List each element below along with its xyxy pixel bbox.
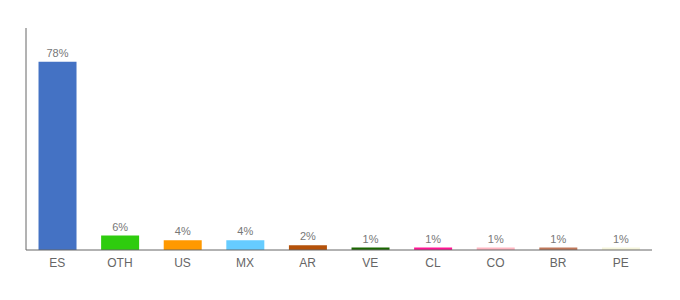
svg-text:4%: 4% (175, 225, 191, 237)
svg-text:1%: 1% (613, 233, 629, 245)
svg-text:BR: BR (550, 256, 567, 270)
svg-text:CL: CL (425, 256, 441, 270)
svg-text:2%: 2% (300, 230, 316, 242)
svg-text:AR: AR (299, 256, 316, 270)
svg-text:6%: 6% (112, 221, 128, 233)
svg-text:1%: 1% (425, 233, 441, 245)
svg-text:1%: 1% (363, 233, 379, 245)
svg-text:MX: MX (236, 256, 254, 270)
svg-text:4%: 4% (237, 225, 253, 237)
svg-text:CO: CO (487, 256, 505, 270)
svg-text:OTH: OTH (107, 256, 132, 270)
svg-text:1%: 1% (550, 233, 566, 245)
svg-text:US: US (174, 256, 191, 270)
svg-text:VE: VE (362, 256, 378, 270)
svg-text:78%: 78% (47, 47, 69, 59)
svg-text:ES: ES (49, 256, 65, 270)
svg-text:PE: PE (613, 256, 629, 270)
svg-text:1%: 1% (488, 233, 504, 245)
